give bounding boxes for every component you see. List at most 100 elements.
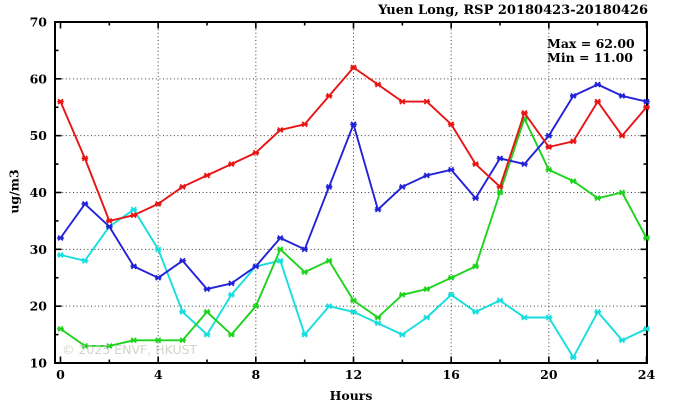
- data-point-marker-red-series: [57, 98, 64, 105]
- data-point-marker-blue-series: [423, 172, 431, 179]
- x-tick-label: 12: [345, 367, 362, 382]
- data-point-marker-blue-series: [106, 223, 113, 230]
- data-point-marker-red-series: [203, 172, 211, 179]
- data-point-marker-red-series: [399, 98, 406, 105]
- y-tick-label: 50: [30, 128, 48, 143]
- data-point-marker-red-series: [545, 144, 553, 151]
- chart-title: Yuen Long, RSP 20180423-20180426: [378, 3, 648, 18]
- data-point-marker-green-series: [130, 337, 138, 344]
- data-point-marker-red-series: [594, 98, 601, 105]
- data-point-marker-red-series: [130, 212, 138, 219]
- series-line-blue-series: [59, 83, 647, 291]
- data-point-marker-blue-series: [301, 246, 308, 253]
- data-point-marker-cyan-series: [423, 314, 431, 321]
- x-tick-label: 0: [56, 367, 65, 382]
- x-axis-label: Hours: [329, 388, 373, 403]
- data-point-marker-cyan-series: [57, 252, 64, 259]
- data-point-marker-green-series: [276, 246, 284, 253]
- watermark: © 2025 ENVF, HKUST: [62, 342, 198, 357]
- data-point-marker-cyan-series: [399, 331, 406, 338]
- data-point-marker-cyan-series: [521, 314, 528, 321]
- data-point-marker-green-series: [374, 314, 382, 321]
- data-point-marker-green-series: [569, 178, 577, 185]
- data-point-marker-green-series: [301, 269, 308, 276]
- y-tick-label: 20: [30, 299, 48, 314]
- data-point-marker-red-series: [301, 121, 308, 128]
- data-point-marker-cyan-series: [496, 297, 504, 304]
- data-point-marker-cyan-series: [325, 303, 333, 310]
- data-point-marker-green-series: [594, 195, 601, 202]
- data-point-marker-cyan-series: [618, 337, 626, 344]
- data-point-marker-green-series: [399, 291, 406, 298]
- data-point-marker-red-series: [496, 183, 504, 190]
- data-point-marker-green-series: [423, 286, 431, 293]
- data-point-marker-red-series: [423, 98, 431, 105]
- x-tick-label: 20: [540, 367, 558, 382]
- data-point-marker-cyan-series: [154, 246, 162, 253]
- data-point-marker-blue-series: [276, 234, 284, 241]
- data-point-marker-green-series: [203, 308, 211, 315]
- data-point-marker-cyan-series: [81, 257, 89, 264]
- data-point-marker-red-series: [350, 64, 357, 71]
- data-point-marker-green-series: [154, 337, 162, 344]
- data-point-marker-red-series: [618, 132, 626, 139]
- data-point-marker-green-series: [228, 331, 235, 338]
- data-point-marker-green-series: [618, 189, 626, 196]
- data-point-marker-green-series: [350, 297, 357, 304]
- data-point-marker-green-series: [57, 325, 64, 332]
- y-tick-label: 60: [30, 71, 48, 86]
- data-point-marker-cyan-series: [301, 331, 308, 338]
- data-point-marker-red-series: [569, 138, 577, 145]
- y-tick-label: 30: [30, 242, 48, 257]
- data-point-marker-cyan-series: [472, 308, 479, 315]
- data-point-marker-blue-series: [325, 183, 333, 190]
- data-point-marker-green-series: [545, 166, 553, 173]
- data-point-marker-blue-series: [252, 263, 260, 270]
- y-tick-label: 40: [30, 185, 48, 200]
- data-point-marker-red-series: [447, 121, 455, 128]
- data-point-marker-red-series: [179, 183, 186, 190]
- data-point-marker-cyan-series: [350, 308, 357, 315]
- x-tick-label: 24: [638, 367, 656, 382]
- data-point-marker-blue-series: [203, 286, 211, 293]
- data-point-marker-green-series: [643, 234, 650, 241]
- data-point-marker-red-series: [228, 161, 235, 168]
- data-point-marker-cyan-series: [545, 314, 553, 321]
- data-point-marker-blue-series: [545, 132, 553, 139]
- data-point-marker-cyan-series: [228, 291, 235, 298]
- x-tick-label: 8: [251, 367, 260, 382]
- data-point-marker-cyan-series: [374, 320, 382, 327]
- x-tick-label: 4: [154, 367, 163, 382]
- data-point-marker-red-series: [106, 217, 113, 224]
- data-point-marker-blue-series: [350, 121, 357, 128]
- data-point-marker-green-series: [106, 342, 113, 349]
- max-annotation: Max = 62.00: [547, 36, 635, 51]
- data-point-marker-green-series: [252, 303, 260, 310]
- data-point-marker-blue-series: [179, 257, 186, 264]
- data-point-marker-red-series: [276, 126, 284, 133]
- data-point-marker-green-series: [447, 274, 455, 281]
- data-point-marker-blue-series: [154, 274, 162, 281]
- data-point-marker-cyan-series: [643, 325, 650, 332]
- data-point-marker-red-series: [472, 161, 479, 168]
- data-point-marker-cyan-series: [447, 291, 455, 298]
- data-point-marker-blue-series: [374, 206, 382, 213]
- data-point-marker-green-series: [496, 189, 504, 196]
- data-point-marker-blue-series: [472, 195, 479, 202]
- data-point-marker-red-series: [252, 149, 260, 156]
- y-tick-label: 70: [30, 15, 48, 30]
- data-point-marker-red-series: [81, 155, 89, 162]
- data-point-marker-red-series: [325, 92, 333, 99]
- data-point-marker-blue-series: [130, 263, 138, 270]
- data-point-marker-blue-series: [618, 92, 626, 99]
- data-point-marker-blue-series: [57, 234, 64, 241]
- data-point-marker-blue-series: [521, 161, 528, 168]
- data-point-marker-blue-series: [496, 155, 504, 162]
- data-point-marker-green-series: [81, 342, 89, 349]
- data-point-marker-blue-series: [594, 81, 601, 88]
- y-tick-label: 10: [30, 356, 48, 371]
- y-axis-label: ug/m3: [6, 169, 22, 214]
- data-point-marker-cyan-series: [203, 331, 211, 338]
